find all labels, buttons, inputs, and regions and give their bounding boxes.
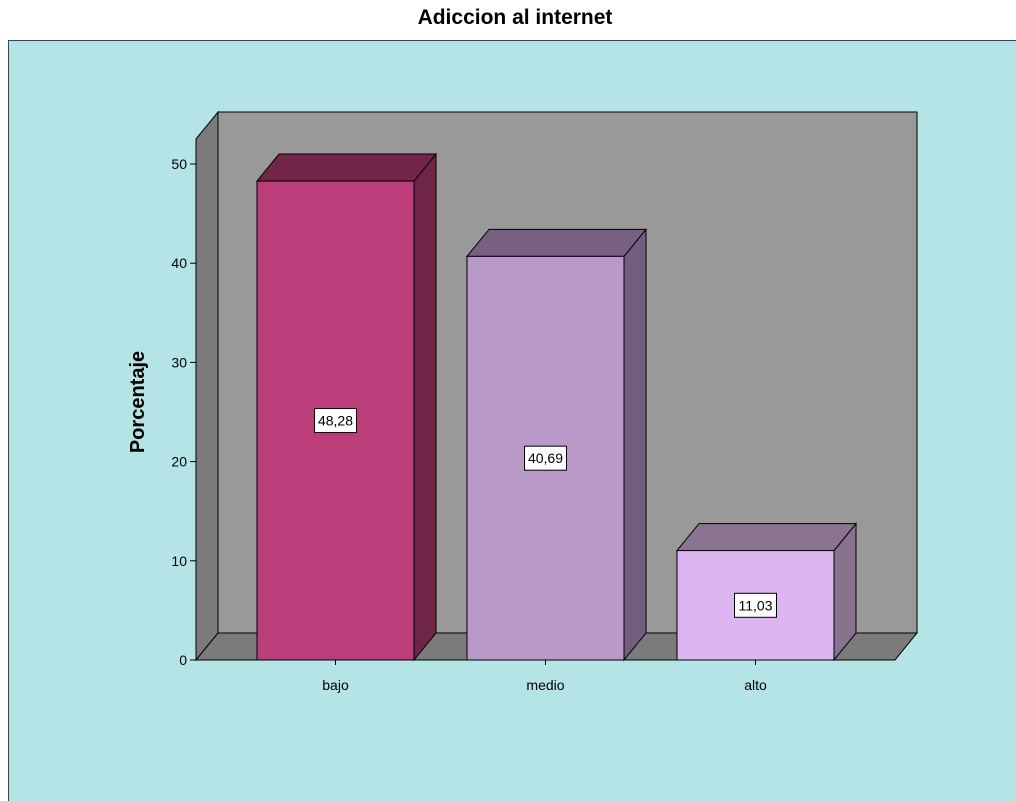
x-tick-label: alto: [744, 677, 767, 693]
x-tick-label: medio: [526, 677, 564, 693]
data-label: 48,28: [318, 413, 353, 429]
data-label-box: [524, 445, 567, 471]
x-tick-label: bajo: [322, 677, 349, 693]
data-label: 40,69: [528, 450, 563, 466]
bar-top-bajo: [255, 153, 438, 182]
y-tick-label: 50: [171, 156, 187, 172]
plot-side-wall: [195, 110, 219, 662]
y-tick-label: 0: [179, 652, 187, 668]
bar-top-alto: [675, 523, 858, 552]
y-axis-title: Porcentaje: [127, 351, 149, 453]
data-label-box: [734, 592, 777, 618]
bar-side-bajo: [413, 152, 437, 662]
bar-side-medio: [623, 227, 647, 662]
y-tick-label: 30: [171, 354, 187, 370]
data-label-box: [314, 408, 357, 434]
y-tick-label: 20: [171, 454, 187, 470]
data-label: 11,03: [739, 597, 773, 613]
bar-top-medio: [465, 228, 648, 257]
chart-title: Adiccion al internet: [417, 6, 613, 29]
y-tick-label: 40: [171, 255, 187, 271]
y-tick-label: 10: [171, 553, 187, 569]
